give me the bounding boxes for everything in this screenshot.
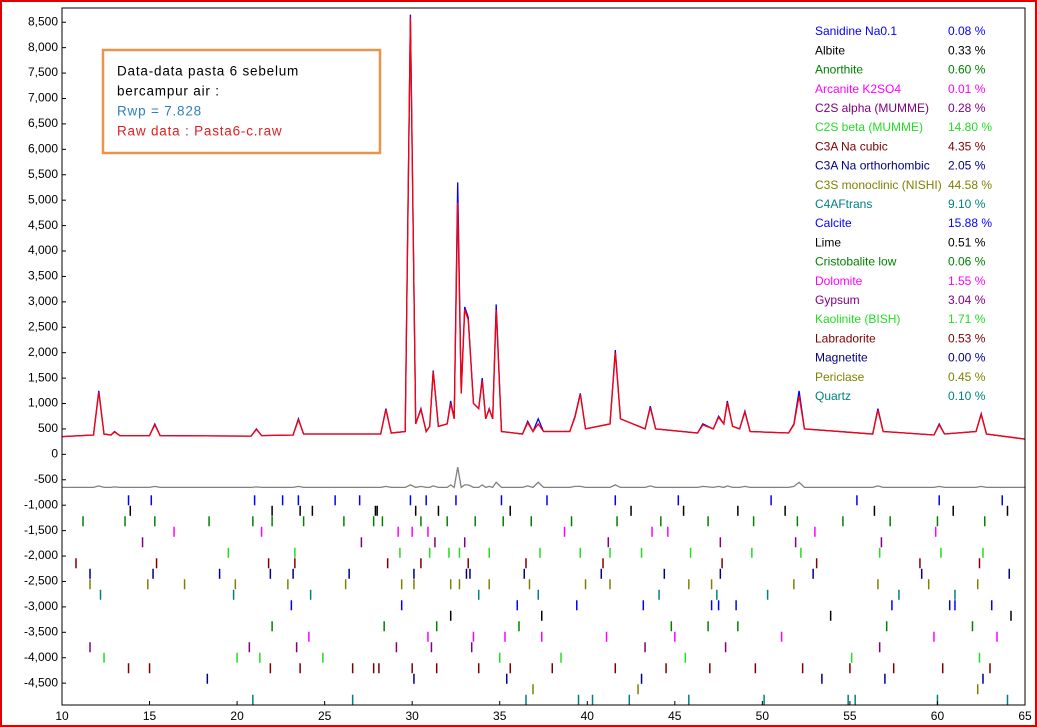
y-tick-label: 500 [38,421,58,435]
y-tick-label: 8,000 [28,40,58,54]
y-tick-label: -2,000 [24,548,58,562]
legend-value: 15.88 % [948,216,992,230]
y-tick-label: 1,500 [28,370,58,384]
legend-label: Sanidine Na0.1 [815,24,897,38]
legend-label: Cristobalite low [815,255,897,269]
legend-label: Calcite [815,216,852,230]
y-tick-label: 5,000 [28,192,58,206]
x-tick-label: 15 [143,709,157,723]
x-tick-label: 45 [668,709,682,723]
annotation: Rwp = 7.828 [117,104,202,119]
legend-value: 0.00 % [948,351,986,365]
annotation: Raw data : Pasta6-c.raw [117,124,282,139]
y-tick-label: 4,000 [28,243,58,257]
legend-value: 0.06 % [948,255,986,269]
y-tick-label: 8,500 [28,14,58,28]
y-tick-label: 2,000 [28,345,58,359]
legend-label: Albite [815,43,845,57]
x-tick-label: 30 [406,709,420,723]
legend-label: C3A Na cubic [815,139,888,153]
legend-label: C4AFtrans [815,197,872,211]
y-tick-label: 5,500 [28,167,58,181]
y-tick-label: 2,500 [28,319,58,333]
plot-marks [61,14,1026,705]
legend-label: C2S beta (MUMME) [815,120,923,134]
y-tick-label: -500 [34,472,58,486]
x-tick-label: 50 [756,709,770,723]
series-line [62,466,1025,489]
plot-frame [61,7,1026,706]
legend-value: 4.35 % [948,139,986,153]
x-tick-label: 25 [318,709,332,723]
y-tick-label: 7,500 [28,65,58,79]
annotation: Data-data pasta 6 sebelum [117,64,299,79]
legend-value: 0.51 % [948,235,986,249]
y-tick-label: -2,500 [24,574,58,588]
legend-value: 0.01 % [948,82,986,96]
legend-value: 0.60 % [948,63,986,77]
legend-value: 0.08 % [948,24,986,38]
legend-value: 1.71 % [948,312,986,326]
x-tick-label: 40 [581,709,595,723]
legend-label: Magnetite [815,351,868,365]
y-tick-label: -4,000 [24,650,58,664]
y-tick-label: 7,000 [28,91,58,105]
x-tick-label: 20 [230,709,244,723]
x-tick-label: 35 [493,709,507,723]
legend-value: 44.58 % [948,178,992,192]
y-tick-label: -1,500 [24,523,58,537]
legend-label: Kaolinite (BISH) [815,312,900,326]
y-tick-label: 3,000 [28,294,58,308]
legend-label: C3A Na orthorhombic [815,159,930,173]
legend-value: 0.28 % [948,101,986,115]
legend: Sanidine Na0.1 0.08 % Albite 0.33 % Anorthit… [815,24,992,403]
legend-label: Periclase [815,370,865,384]
legend-label: Lime [815,235,841,249]
legend-value: 3.04 % [948,293,986,307]
y-tick-label: -1,000 [24,497,58,511]
y-tick-label: 4,500 [28,218,58,232]
annotation-box: Data-data pasta 6 sebelum bercampur air … [101,48,382,155]
x-tick-label: 65 [1018,709,1032,723]
annotation: bercampur air : [117,84,220,99]
legend-label: C2S alpha (MUMME) [815,101,929,115]
y-tick-label: 1,000 [28,396,58,410]
legend-value: 0.45 % [948,370,986,384]
y-tick-label: -3,500 [24,624,58,638]
legend-value: 1.55 % [948,274,986,288]
y-tick-label: 3,500 [28,269,58,283]
x-tick-label: 10 [55,709,69,723]
legend-value: 14.80 % [948,120,992,134]
series-line [61,17,1026,440]
legend-label: Labradorite [815,331,876,345]
legend-label: Anorthite [815,63,863,77]
legend-label: Quartz [815,389,851,403]
x-tick-label: 60 [931,709,945,723]
legend-label: C3S monoclinic (NISHI) [815,178,942,192]
y-tick-label: 6,000 [28,142,58,156]
legend-value: 9.10 % [948,197,986,211]
y-tick-label: -3,000 [24,599,58,613]
y-tick-label: -4,500 [24,675,58,689]
legend-label: Arcanite K2SO4 [815,82,901,96]
legend-label: Gypsum [815,293,860,307]
annotation-frame [101,48,382,155]
legend-label: Dolomite [815,274,863,288]
y-tick-label: 6,500 [28,116,58,130]
legend-value: 2.05 % [948,159,986,173]
legend-value: 0.33 % [948,43,986,57]
y-tick-label: 0 [51,447,58,461]
legend-value: 0.10 % [948,389,986,403]
legend-value: 0.53 % [948,331,986,345]
x-tick-label: 55 [843,709,857,723]
